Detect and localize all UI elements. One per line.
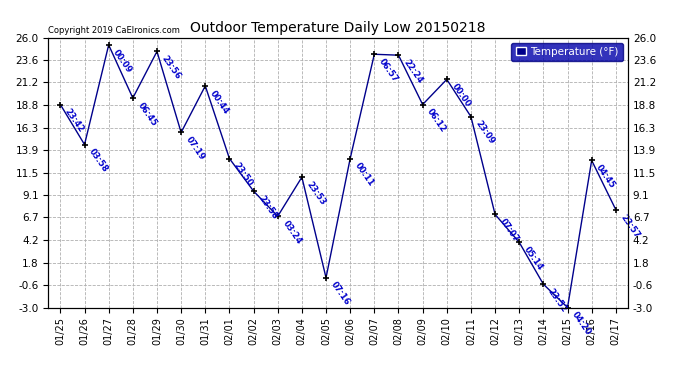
Text: 00:00: 00:00 (450, 82, 472, 109)
Text: 07:07: 07:07 (498, 217, 520, 244)
Text: 06:12: 06:12 (426, 107, 448, 134)
Text: 00:11: 00:11 (353, 161, 375, 188)
Text: 06:45: 06:45 (136, 101, 158, 128)
Text: 23:52: 23:52 (546, 287, 569, 314)
Text: 00:09: 00:09 (112, 48, 134, 75)
Text: 23:56: 23:56 (160, 54, 182, 81)
Text: 04:45: 04:45 (595, 163, 617, 190)
Text: 05:14: 05:14 (522, 245, 544, 272)
Text: 07:16: 07:16 (329, 280, 351, 308)
Text: 23:42: 23:42 (63, 107, 86, 134)
Text: 23:58: 23:58 (257, 194, 279, 221)
Title: Outdoor Temperature Daily Low 20150218: Outdoor Temperature Daily Low 20150218 (190, 21, 486, 35)
Text: Copyright 2019 CaElronics.com: Copyright 2019 CaElronics.com (48, 26, 180, 35)
Text: 07:19: 07:19 (184, 135, 206, 162)
Text: 23:09: 23:09 (474, 119, 496, 146)
Text: 00:44: 00:44 (208, 89, 230, 116)
Text: 22:24: 22:24 (402, 58, 424, 85)
Text: 04:20: 04:20 (571, 310, 593, 337)
Text: 23:50: 23:50 (233, 161, 255, 188)
Text: 03:58: 03:58 (88, 147, 110, 174)
Text: 23:53: 23:53 (305, 180, 327, 207)
Text: 06:57: 06:57 (377, 57, 400, 84)
Text: 03:24: 03:24 (281, 219, 303, 246)
Legend: Temperature (°F): Temperature (°F) (511, 43, 622, 61)
Text: 23:57: 23:57 (619, 213, 641, 240)
